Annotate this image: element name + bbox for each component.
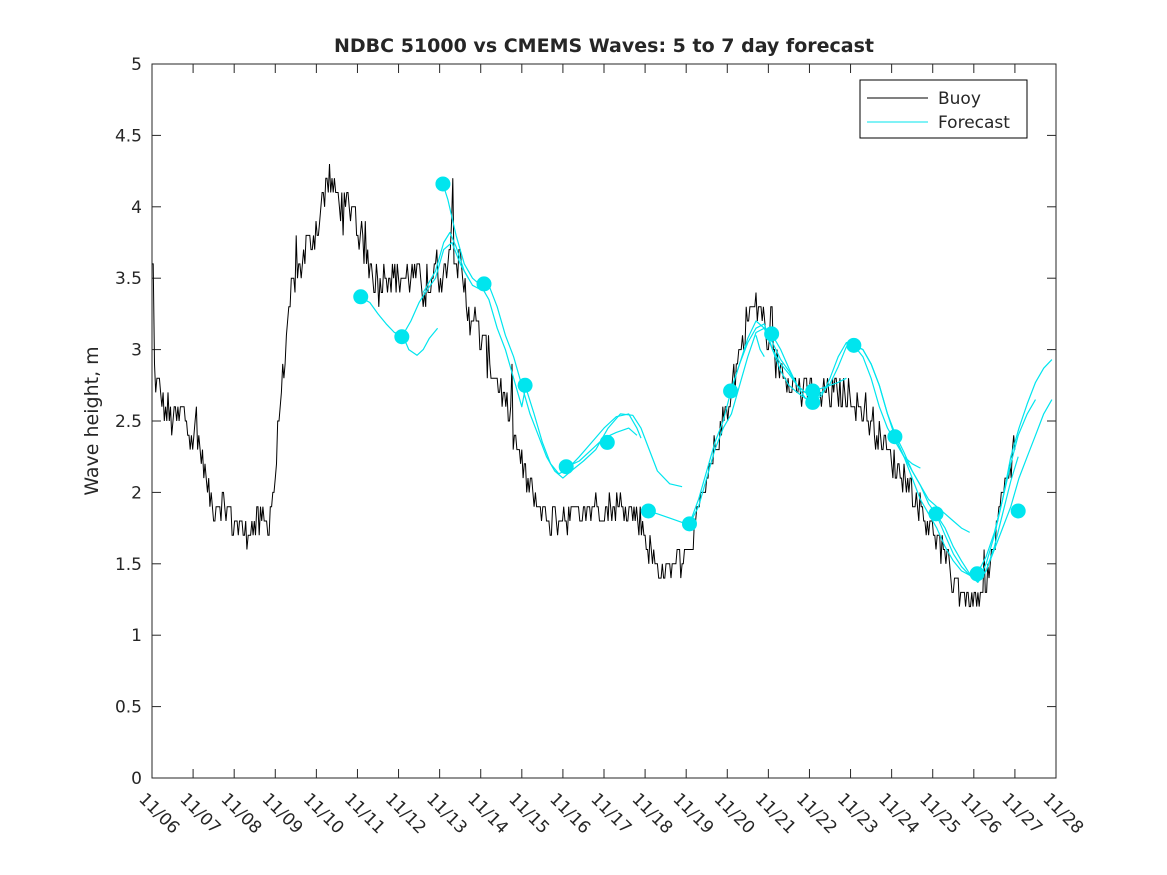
forecast-start-marker	[394, 329, 410, 345]
buoy-series-line	[152, 163, 1016, 608]
forecast-series-line	[935, 359, 1053, 582]
y-axis-label: Wave height, m	[81, 346, 103, 495]
forecast-series-line	[730, 323, 814, 393]
forecast-series-line	[483, 283, 683, 488]
y-tick-label: 3	[131, 341, 142, 361]
forecast-start-marker	[599, 434, 615, 450]
forecast-start-marker	[928, 506, 944, 522]
y-tick-label: 1.5	[115, 555, 142, 575]
forecast-start-marker	[969, 566, 985, 582]
forecast-series-line	[524, 385, 642, 475]
plot-area: 00.511.522.533.544.5511/0611/0711/0811/0…	[115, 55, 1087, 838]
forecast-start-marker	[353, 289, 369, 305]
y-tick-label: 2	[131, 483, 142, 503]
forecast-start-marker	[476, 276, 492, 292]
forecast-series-line	[755, 335, 765, 358]
legend-buoy-label: Buoy	[938, 89, 981, 109]
forecast-start-marker	[805, 394, 821, 410]
forecast-start-marker	[723, 383, 739, 399]
y-tick-label: 5	[131, 55, 142, 75]
y-tick-label: 1	[131, 626, 142, 646]
forecast-series-line	[976, 399, 1037, 575]
forecast-series-line	[402, 241, 469, 336]
forecast-start-marker	[846, 337, 862, 353]
forecast-start-marker	[517, 377, 533, 393]
forecast-series-line	[853, 344, 970, 533]
y-tick-label: 3.5	[115, 269, 142, 289]
y-tick-label: 4.5	[115, 126, 142, 146]
forecast-start-marker	[764, 326, 780, 342]
legend: Buoy Forecast	[859, 79, 1028, 139]
forecast-start-marker	[681, 516, 697, 532]
forecast-start-marker	[435, 176, 451, 192]
y-tick-label: 2.5	[115, 412, 142, 432]
y-tick-label: 4	[131, 198, 142, 218]
forecast-series-line	[442, 183, 527, 408]
legend-box	[859, 79, 1028, 139]
forecast-series-line	[422, 231, 481, 293]
y-tick-label: 0.5	[115, 698, 142, 718]
forecast-start-marker	[887, 429, 903, 445]
forecast-start-marker	[1010, 503, 1026, 519]
forecast-start-marker	[640, 503, 656, 519]
forecast-start-marker	[558, 459, 574, 475]
legend-forecast-label: Forecast	[938, 113, 1010, 133]
axes-box	[151, 63, 1057, 779]
chart-title: NDBC 51000 vs CMEMS Waves: 5 to 7 day fo…	[334, 35, 874, 57]
y-tick-label: 0	[131, 769, 142, 789]
